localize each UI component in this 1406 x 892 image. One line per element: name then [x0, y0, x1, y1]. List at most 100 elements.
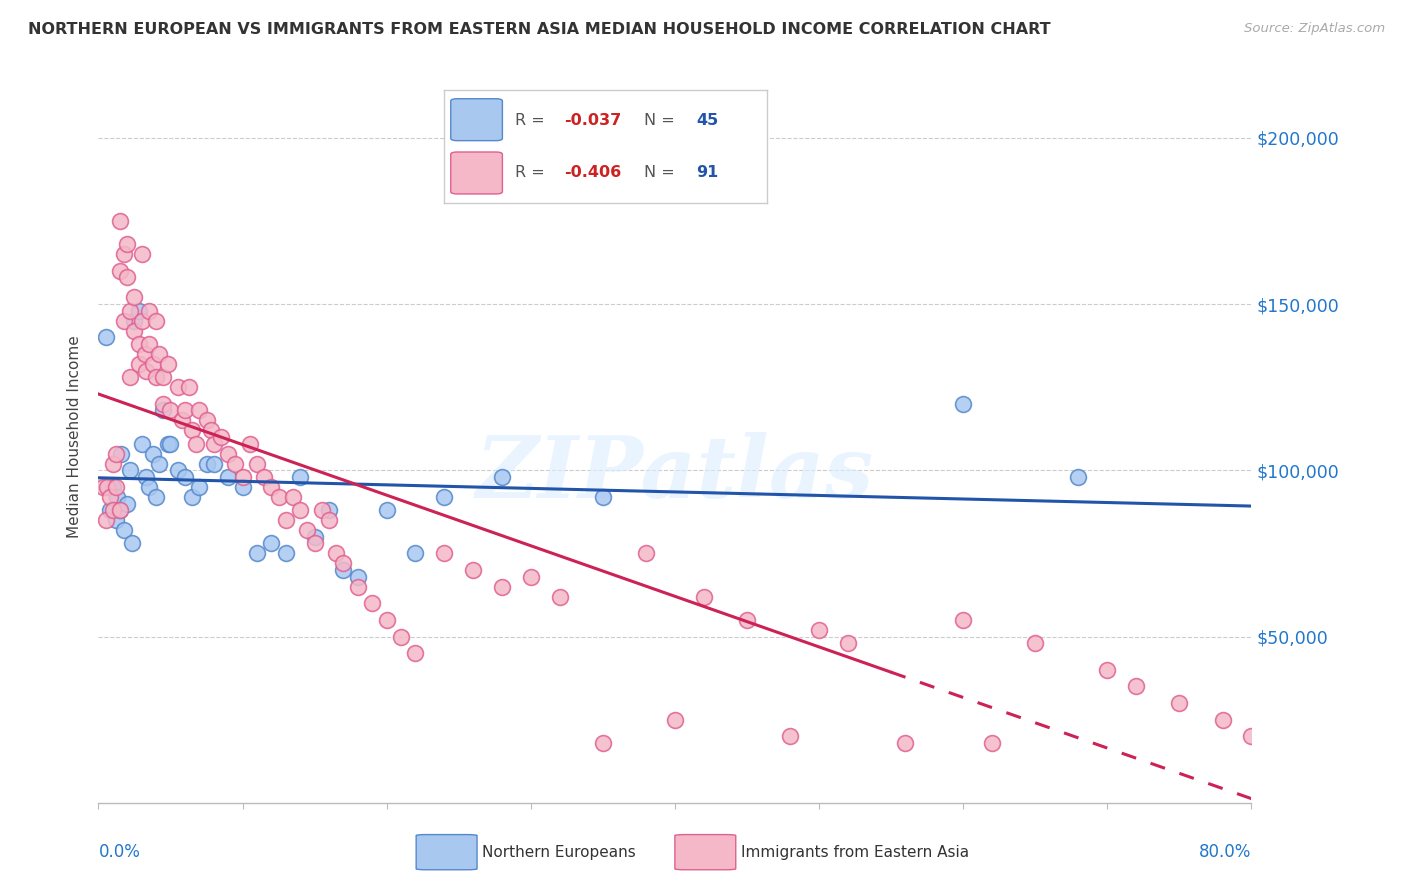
Point [108, 503, 131, 517]
Point [145, 370, 167, 384]
Text: Source: ZipAtlas.com: Source: ZipAtlas.com [1244, 22, 1385, 36]
Point [94, 330, 117, 344]
Point [98, 503, 121, 517]
Point [1212, 713, 1234, 727]
Point [274, 546, 297, 560]
Point [181, 490, 204, 504]
Point [195, 413, 218, 427]
Point [202, 457, 225, 471]
Point [96, 480, 118, 494]
Point [98, 490, 121, 504]
Point [101, 457, 124, 471]
Point [693, 590, 716, 604]
Point [148, 347, 170, 361]
Y-axis label: Median Household Income: Median Household Income [67, 335, 83, 539]
Text: 0.0%: 0.0% [98, 843, 141, 861]
Point [108, 503, 131, 517]
Point [297, 523, 319, 537]
Point [174, 470, 197, 484]
Point [108, 264, 131, 278]
Point [188, 480, 211, 494]
Point [91, 480, 114, 494]
Point [361, 596, 384, 610]
Point [281, 490, 304, 504]
Point [104, 447, 127, 461]
Point [117, 497, 139, 511]
Point [117, 237, 139, 252]
Point [981, 736, 1004, 750]
Point [200, 424, 222, 438]
Point [110, 447, 132, 461]
Point [128, 337, 150, 351]
Point [231, 470, 254, 484]
Point [735, 613, 758, 627]
Point [375, 503, 398, 517]
Point [195, 457, 218, 471]
Point [246, 457, 269, 471]
Point [128, 303, 150, 318]
Point [592, 490, 614, 504]
Point [1168, 696, 1191, 710]
Point [145, 314, 167, 328]
Point [1254, 736, 1277, 750]
Point [290, 470, 312, 484]
Point [260, 480, 283, 494]
Point [134, 347, 156, 361]
Text: NORTHERN EUROPEAN VS IMMIGRANTS FROM EASTERN ASIA MEDIAN HOUSEHOLD INCOME CORREL: NORTHERN EUROPEAN VS IMMIGRANTS FROM EAS… [28, 22, 1050, 37]
Text: 80.0%: 80.0% [1199, 843, 1251, 861]
Point [138, 337, 160, 351]
Point [1067, 470, 1090, 484]
Point [94, 513, 117, 527]
Point [1097, 663, 1119, 677]
Point [520, 570, 543, 584]
Point [101, 503, 124, 517]
Point [808, 623, 831, 637]
Point [179, 380, 201, 394]
Point [124, 290, 146, 304]
Point [142, 447, 165, 461]
Point [159, 436, 181, 450]
Point [131, 436, 153, 450]
Point [112, 314, 135, 328]
Point [405, 646, 427, 660]
Point [304, 530, 326, 544]
Point [135, 363, 157, 377]
Point [148, 457, 170, 471]
Point [894, 736, 917, 750]
Point [318, 503, 340, 517]
Point [124, 324, 146, 338]
Point [267, 490, 290, 504]
Point [101, 480, 124, 494]
Point [152, 403, 174, 417]
Point [128, 357, 150, 371]
Point [124, 314, 146, 328]
Point [1240, 729, 1263, 743]
Point [375, 613, 398, 627]
Point [318, 513, 340, 527]
Point [152, 370, 174, 384]
Point [1125, 680, 1147, 694]
Point [548, 590, 571, 604]
Point [120, 463, 142, 477]
Point [433, 490, 456, 504]
Point [135, 470, 157, 484]
Point [231, 480, 254, 494]
Point [346, 580, 368, 594]
Point [224, 457, 246, 471]
Point [952, 613, 974, 627]
Point [145, 490, 167, 504]
Point [138, 303, 160, 318]
Point [131, 314, 153, 328]
Point [174, 403, 197, 417]
Point [389, 630, 412, 644]
Point [592, 736, 614, 750]
Point [156, 436, 179, 450]
Point [433, 546, 456, 560]
Point [332, 557, 354, 571]
Point [246, 546, 269, 560]
Point [170, 413, 193, 427]
Point [217, 470, 239, 484]
Point [332, 563, 354, 577]
Point [112, 523, 135, 537]
Point [461, 563, 484, 577]
